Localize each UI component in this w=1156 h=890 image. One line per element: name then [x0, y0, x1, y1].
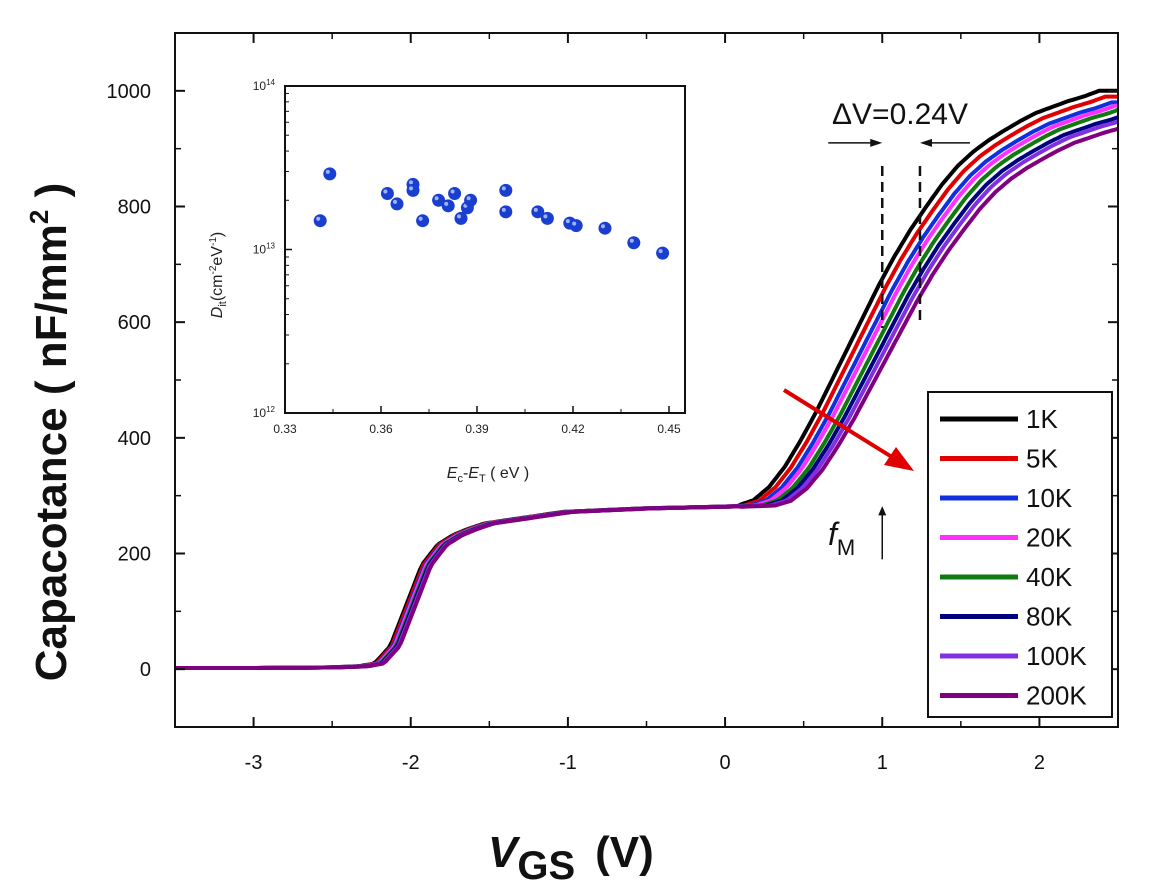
- x-axis-label: VGS (V): [488, 828, 654, 888]
- inset-point-highlight: [466, 196, 471, 201]
- legend-label-5K: 5K: [1026, 444, 1058, 474]
- y-axis-label: Capacotance ( nF/mm2 ): [24, 183, 76, 682]
- legend-box: [927, 391, 1113, 718]
- inset-point-highlight: [457, 214, 461, 219]
- axes-layer: -3 -2 -1 0 1 2 0 200 400 600 800 1000: [107, 32, 1119, 774]
- legend-label-40K: 40K: [1026, 562, 1073, 592]
- delta-v-arrowhead-right: [919, 138, 932, 147]
- inset-point-highlight: [501, 186, 506, 191]
- y-tick-label: 400: [118, 428, 151, 450]
- inset-point-highlight: [565, 219, 570, 224]
- x-tick-label: -1: [559, 752, 577, 774]
- inset-point: [598, 221, 612, 235]
- inset-point-highlight: [409, 180, 413, 185]
- inset-x-tick-label: 0.42: [561, 422, 585, 436]
- legend-items: 1K 5K 10K 20K 40K 80K 100K 200K: [940, 404, 1087, 711]
- inset-point-highlight: [629, 238, 634, 243]
- inset-y-tick-label: 1014: [253, 78, 276, 93]
- trend-arrowhead: [884, 447, 914, 471]
- inset-point-highlight: [434, 196, 439, 201]
- inset-point: [499, 183, 513, 197]
- inset-x-tick-label: 0.45: [657, 422, 681, 436]
- legend-label-20K: 20K: [1026, 523, 1073, 553]
- inset-point-highlight: [501, 207, 506, 212]
- y-tick-label: 600: [118, 312, 151, 334]
- inset-point-highlight: [450, 189, 455, 194]
- inset-point: [569, 219, 583, 233]
- inset-point: [656, 246, 670, 260]
- x-tick-label: 0: [720, 752, 731, 774]
- inset-point-highlight: [543, 214, 548, 219]
- inset-point-highlight: [393, 199, 397, 204]
- inset-y-tick-label: 1012: [253, 405, 276, 420]
- x-tick-label: 1: [877, 752, 888, 774]
- legend: 1K 5K 10K 20K 40K 80K 100K 200K: [927, 391, 1113, 718]
- delta-v-arrowhead-left: [870, 138, 883, 147]
- inset-point: [464, 193, 478, 207]
- trend-arrow-line: [782, 388, 902, 464]
- inset-y-label: Dit(cm-2eV-1): [208, 232, 229, 318]
- inset-point: [448, 187, 462, 201]
- inset-point: [499, 205, 513, 219]
- inset-point-highlight: [658, 249, 663, 254]
- fm-arrowhead: [878, 506, 887, 516]
- inset-x-tick-label: 0.33: [273, 422, 297, 436]
- y-tick-label: 1000: [107, 81, 152, 103]
- delta-v-annotation: ΔV=0.24V: [832, 98, 968, 131]
- inset-point: [540, 211, 554, 225]
- inset-point-highlight: [325, 169, 330, 174]
- x-tick-label: 2: [1034, 752, 1045, 774]
- inset-x-tick-label: 0.36: [369, 422, 393, 436]
- inset-y-tick-label: 1013: [253, 242, 276, 257]
- inset-point-highlight: [572, 221, 577, 226]
- inset-point-highlight: [601, 224, 605, 229]
- inset-points: [313, 167, 670, 260]
- inset-point: [406, 183, 420, 197]
- inset-point-highlight: [383, 189, 388, 194]
- y-tick-label: 800: [118, 197, 151, 219]
- inset-plot: 0.33 0.36 0.39 0.42 0.45 1014 1013 1012 Dit(cm-…: [185, 50, 695, 485]
- inset-point-highlight: [409, 186, 413, 191]
- legend-label-1K: 1K: [1026, 404, 1058, 434]
- inset-x-tick-label: 0.39: [465, 422, 489, 436]
- inset-point: [390, 197, 404, 211]
- y-tick-label: 0: [140, 659, 151, 681]
- inset-point: [313, 214, 327, 228]
- inset-point-highlight: [533, 207, 538, 212]
- inset-x-label: Ec-ET ( eV ): [447, 465, 529, 485]
- inset-point: [441, 199, 455, 213]
- inset-axes: 0.33 0.36 0.39 0.42 0.45 1014 1013 1012: [253, 78, 686, 436]
- legend-label-80K: 80K: [1026, 602, 1073, 632]
- legend-label-10K: 10K: [1026, 483, 1073, 513]
- inset-point-highlight: [418, 216, 423, 221]
- inset-point: [323, 167, 337, 181]
- inset-point-highlight: [316, 216, 321, 221]
- annotations: ΔV=0.24V fM: [782, 98, 970, 560]
- inset-point: [380, 187, 394, 201]
- inset-point: [416, 214, 430, 228]
- legend-label-100K: 100K: [1026, 641, 1087, 671]
- x-tick-label: -2: [402, 752, 420, 774]
- legend-label-200K: 200K: [1026, 681, 1087, 711]
- inset-point: [627, 236, 641, 250]
- series-line-200K: [175, 126, 1119, 670]
- x-tick-label: -3: [245, 752, 263, 774]
- y-tick-label: 200: [118, 544, 151, 566]
- curves-layer: [175, 88, 1119, 670]
- inset-point-highlight: [444, 201, 449, 206]
